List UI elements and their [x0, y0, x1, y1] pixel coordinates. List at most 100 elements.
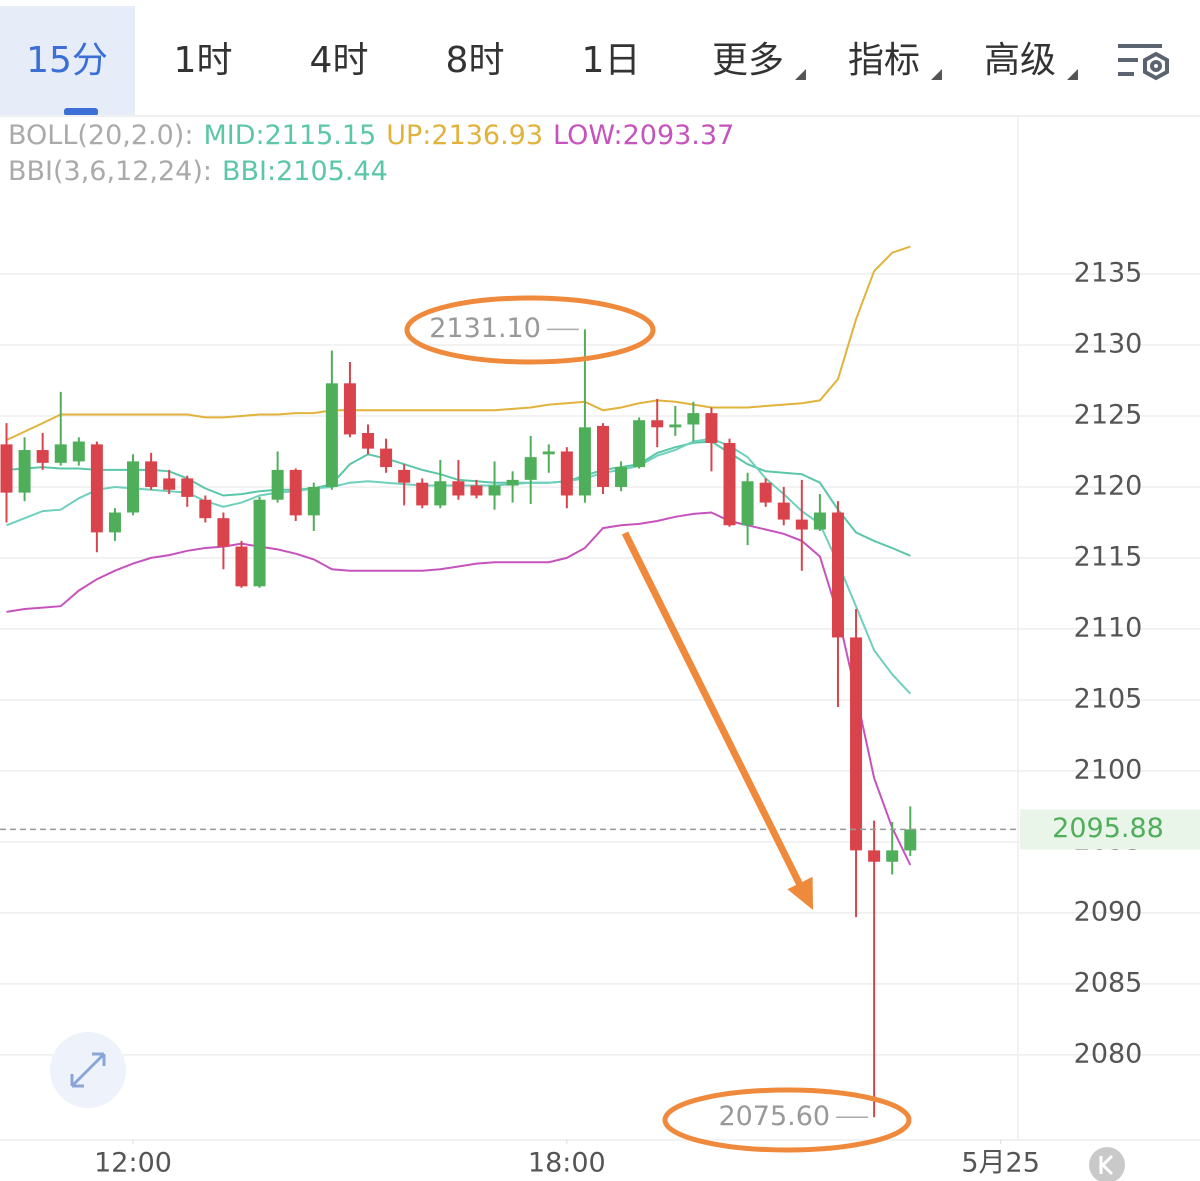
x-tick-label: 12:00: [94, 1148, 172, 1179]
candle-body: [0, 444, 13, 493]
y-tick-label: 2130: [1074, 328, 1143, 359]
candle-body: [398, 469, 411, 483]
y-tick-label: 2105: [1074, 683, 1143, 714]
tab[interactable]: 1日: [582, 40, 641, 81]
active-tab-indicator: [64, 108, 98, 116]
candle-body: [416, 482, 429, 506]
candle-body: [289, 469, 302, 516]
candle-body: [452, 481, 465, 496]
active-tab-bg: [0, 6, 135, 116]
legend-label: BOLL(20,2.0):: [8, 120, 193, 151]
tab[interactable]: 4时: [310, 40, 369, 81]
expand-button[interactable]: [50, 1032, 126, 1108]
tab[interactable]: 高级: [984, 40, 1056, 81]
candle-body: [560, 451, 573, 496]
indicator-line: [6, 245, 911, 442]
candle-body: [615, 467, 628, 487]
highlight-ellipse: [662, 1087, 912, 1153]
annotation-label: 2075.60: [718, 1101, 830, 1132]
candle-body: [813, 512, 826, 530]
last-price-label: 2095.88: [1052, 813, 1164, 844]
candle-body: [271, 469, 284, 500]
tab[interactable]: 1时: [174, 40, 233, 81]
candle-body: [488, 485, 501, 496]
candle-body: [506, 479, 519, 486]
tab[interactable]: 指标: [848, 40, 920, 81]
x-tick-label: 5月25: [961, 1148, 1040, 1179]
y-tick-label: 2115: [1074, 541, 1143, 572]
button-bg: [1089, 1147, 1125, 1181]
legend-value: BBI:2105.44: [222, 156, 388, 187]
candle-body: [163, 478, 176, 490]
last-price-box: [1020, 809, 1200, 850]
x-tick-label: 18:00: [528, 1148, 606, 1179]
plot-area: BOLL(20,2.0): MID:2115.15 UP:2136.93 LOW:20…: [0, 115, 1200, 1179]
candle-body: [578, 427, 591, 496]
legend-value: MID:2115.15: [203, 120, 376, 151]
y-tick-label: 2090: [1074, 896, 1143, 927]
icon-stroke: [1099, 1154, 1114, 1176]
candle-body: [54, 444, 67, 463]
candle-body: [253, 499, 266, 587]
y-tick-label: 2080: [1074, 1038, 1143, 1069]
candle-body: [307, 486, 320, 516]
candle-body: [90, 444, 103, 533]
candle-body: [868, 850, 881, 862]
indicator-legend: BBI(3,6,12,24): BBI:2105.44: [8, 156, 388, 187]
candle-body: [850, 637, 863, 851]
candle-body: [542, 451, 555, 455]
candle-body: [108, 512, 121, 533]
tab[interactable]: 8时: [446, 40, 505, 81]
candle-body: [596, 425, 609, 487]
candle-body: [759, 482, 772, 503]
tab[interactable]: 更多: [712, 40, 784, 81]
dropdown-caret: [1067, 69, 1078, 80]
candle-body: [18, 450, 31, 493]
indicator-legend: BOLL(20,2.0): MID:2115.15 UP:2136.93 LOW:20…: [8, 120, 734, 151]
indicator-line: [6, 511, 912, 866]
dropdown-caret: [795, 69, 806, 80]
candle-body: [633, 420, 646, 468]
candle-body: [199, 499, 212, 519]
icon-stroke: [70, 1052, 106, 1088]
candle-body: [36, 450, 49, 463]
icon-stroke: [1143, 51, 1169, 81]
candle-body: [235, 546, 248, 587]
settings-icon[interactable]: [1118, 44, 1169, 81]
candle-body: [380, 448, 393, 468]
y-tick-label: 2110: [1074, 612, 1143, 643]
candle-body: [669, 424, 682, 428]
candle-body: [362, 433, 375, 449]
y-tick-label: 2085: [1074, 967, 1143, 998]
candle-body: [470, 485, 483, 496]
candle-body: [741, 481, 754, 526]
candle-body: [777, 502, 790, 520]
y-tick-label: 2135: [1074, 258, 1143, 289]
trend-arrow-head: [787, 876, 813, 910]
candle-body: [904, 829, 917, 851]
y-tick-label: 2100: [1074, 754, 1143, 785]
k-button[interactable]: [1089, 1147, 1125, 1181]
candle-body: [217, 518, 230, 547]
candle-body: [127, 461, 140, 513]
candle-body: [723, 442, 736, 526]
dropdown-caret: [931, 69, 942, 80]
candle-body: [687, 413, 700, 425]
candle-body: [831, 512, 844, 638]
candle-body: [343, 383, 356, 435]
tab-bar: 15分 1时 4时 8时 1日 更多 指标 高级: [0, 6, 1078, 116]
legend-label: BBI(3,6,12,24):: [8, 156, 212, 187]
candle-body: [145, 461, 158, 487]
trend-arrow: [621, 531, 804, 887]
candle-body: [72, 441, 85, 462]
candle-body: [705, 413, 718, 443]
candle-body: [181, 478, 194, 497]
highlight-marks: [404, 295, 912, 1153]
candle-body: [651, 420, 664, 428]
candle-body: [325, 383, 338, 487]
annotation-label: 2131.10: [429, 313, 541, 344]
highlight-ellipse: [404, 295, 656, 365]
candle-body: [795, 519, 808, 530]
tab[interactable]: 15分: [26, 40, 108, 81]
